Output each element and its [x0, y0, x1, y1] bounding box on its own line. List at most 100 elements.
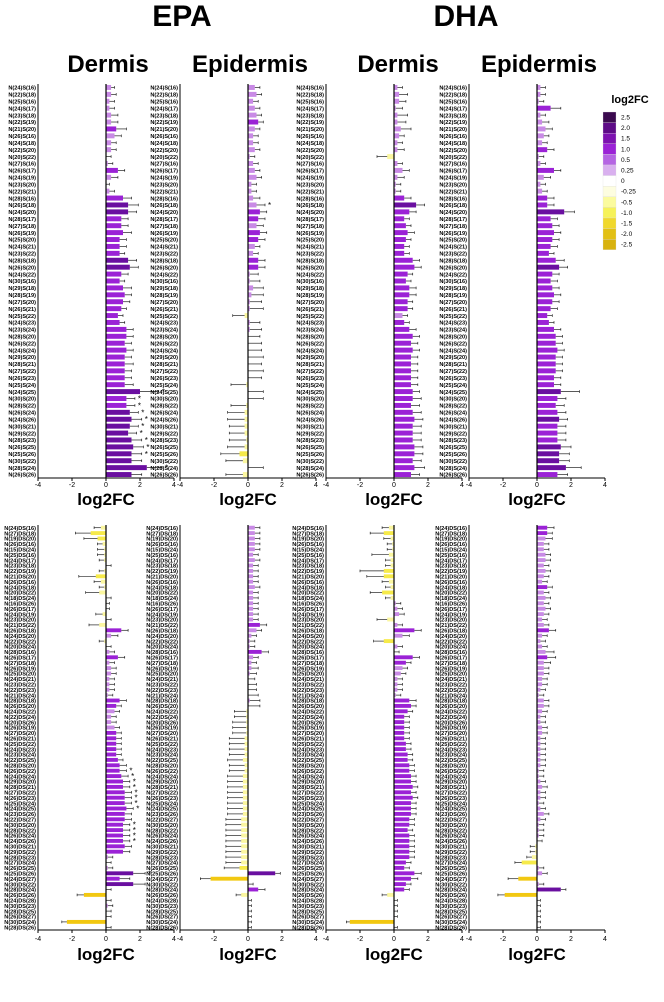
bar [248, 250, 254, 256]
x-axis-label: log2FC [77, 945, 135, 964]
panel-top-dha-dermis: -4 -2 0 2 4log2FCN(24)S(16)N(22)S(18)N(25)S(… [296, 84, 464, 509]
bar [394, 84, 398, 90]
row-label: N(25)DS(24) [435, 801, 467, 807]
bar [394, 402, 411, 408]
row-label: N(23)S(20) [150, 182, 178, 188]
bar [394, 105, 396, 111]
x-tick-label: 4 [314, 936, 318, 943]
row-label: N(20)DS(24) [292, 645, 324, 651]
bar [537, 140, 543, 146]
row-label: N(15)DS(24) [146, 548, 178, 554]
bar [244, 423, 248, 429]
bar [248, 278, 250, 284]
row-label: N(22)DS(19) [435, 569, 467, 575]
row-label: N(24)S(18) [150, 141, 178, 147]
row-label: N(26)S(16) [8, 134, 36, 140]
row-label: N(26)S(24) [8, 411, 36, 417]
bar [248, 887, 259, 892]
significance-marker: * [131, 772, 134, 781]
row-label: N(28)DS(16) [146, 650, 178, 656]
row-label: N(26)DS(20) [435, 704, 467, 710]
x-tick-label: -4 [177, 936, 183, 943]
row-label: N(22)S(20) [439, 148, 467, 154]
bar [106, 465, 147, 471]
row-label: N(26)DS(21) [4, 737, 36, 743]
bar [394, 98, 400, 104]
legend-label: 2.5 [621, 115, 630, 122]
row-label: N(30)DS(22) [292, 882, 324, 888]
panel-title-dha-dermis: Dermis [357, 51, 438, 78]
row-label: N(25)S(26) [8, 452, 36, 458]
bar [537, 833, 539, 838]
row-label: N(24)DS(21) [146, 677, 178, 683]
bar [248, 639, 250, 644]
row-label: N(24)S(21) [296, 245, 324, 251]
row-label: N(24)DS(28) [292, 899, 324, 905]
bar [242, 790, 248, 795]
row-label: N(25)DS(20) [146, 672, 178, 678]
bar [394, 458, 413, 464]
row-label: N(24)S(16) [296, 86, 324, 92]
legend-swatch [602, 207, 617, 219]
row-label: N(24)DS(25) [435, 807, 467, 813]
bar [106, 451, 132, 457]
row-label: N(26)DS(18) [435, 629, 467, 635]
row-label: N(22)DS(19) [292, 569, 324, 575]
bar [537, 525, 548, 530]
row-label: N(27)DS(18) [435, 531, 467, 537]
bar [104, 639, 106, 644]
row-label: N(26)DS(17) [4, 656, 36, 662]
bar [394, 882, 406, 887]
bar [106, 257, 129, 263]
row-label: N(20)DS(22) [435, 591, 467, 597]
bar [537, 676, 543, 681]
row-label: N(26)S(20) [296, 265, 324, 271]
bar [248, 112, 257, 118]
bar [106, 140, 112, 146]
legend-label: 1.5 [621, 136, 630, 143]
row-label: N(20)DS(24) [435, 645, 467, 651]
row-label: N(22)DS(22) [4, 639, 36, 645]
significance-marker: * [133, 783, 136, 792]
bar [248, 167, 255, 173]
row-label: N(24)DS(28) [4, 899, 36, 905]
row-label: N(22)DS(19) [146, 569, 178, 575]
row-label: N(30)S(16) [439, 279, 467, 285]
bar [388, 552, 394, 557]
row-label: N(24)DS(18) [146, 585, 178, 591]
row-label: N(24)S(20) [296, 210, 324, 216]
row-label: N(21)DS(20) [292, 575, 324, 581]
row-label: N(26)DS(26) [292, 893, 324, 899]
x-tick-label: -2 [69, 936, 75, 943]
x-tick-label: -4 [177, 482, 183, 489]
row-label: N(21)DS(24) [292, 693, 324, 699]
row-label: N(24)DS(19) [4, 612, 36, 618]
bar [106, 423, 130, 429]
bar [241, 817, 248, 822]
row-label: N(28)S(18) [150, 258, 178, 264]
bar [537, 579, 543, 584]
bar [537, 188, 543, 194]
bar [537, 828, 539, 833]
group-title-dha: DHA [434, 0, 499, 33]
bar [248, 541, 255, 546]
bar [241, 828, 248, 833]
row-label: N(30)S(21) [150, 424, 178, 430]
bar [394, 801, 411, 806]
bar [394, 660, 406, 665]
bar [106, 725, 115, 730]
bar [106, 340, 125, 346]
row-label: N(30)DS(23) [146, 904, 178, 910]
row-label: N(26)S(26) [296, 473, 324, 479]
row-label: N(24)S(26) [8, 417, 36, 423]
row-label: N(18)DS(24) [146, 596, 178, 602]
bar [537, 752, 541, 757]
bar [248, 660, 252, 665]
row-label: N(29)DS(20) [292, 780, 324, 786]
bar [248, 306, 250, 312]
bar [394, 174, 398, 180]
bar [394, 285, 410, 291]
bar [106, 161, 108, 166]
row-label: N(28)S(20) [150, 334, 178, 340]
row-label: N(28)S(17) [150, 217, 178, 223]
